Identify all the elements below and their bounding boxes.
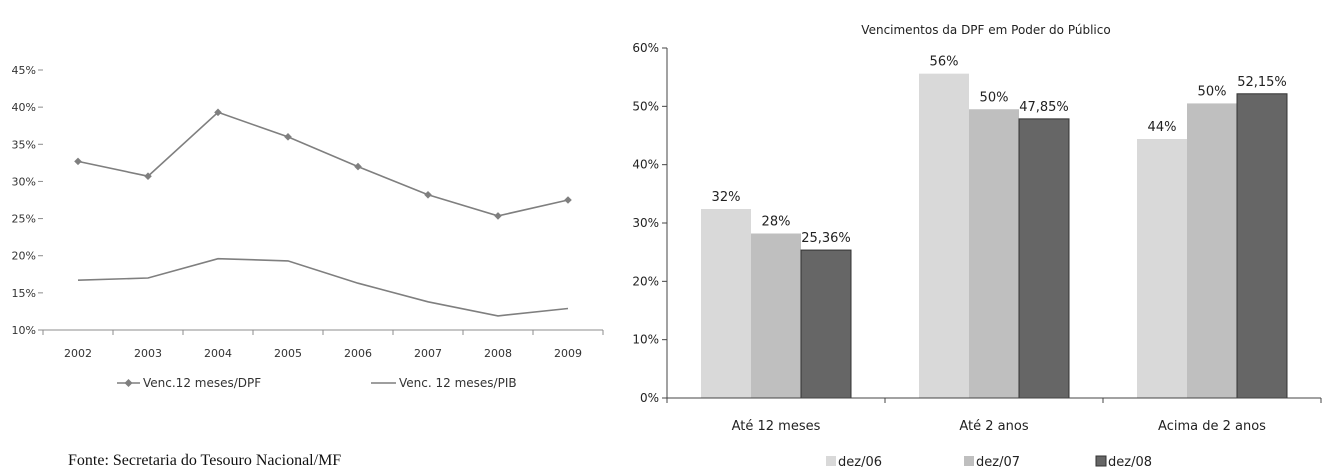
series-point-diamond bbox=[424, 191, 432, 199]
line-chart-x-axis: 2002 2003 2004 2005 2006 2007 2008 2009 bbox=[42, 330, 604, 360]
y-tick-label: 20% bbox=[12, 250, 36, 263]
bar-chart-categories: Até 12 meses Até 2 anos Acima de 2 anos bbox=[732, 419, 1267, 434]
bar-data-label: 25,36% bbox=[801, 231, 851, 246]
x-tick-label: 2008 bbox=[484, 347, 512, 360]
y-tick-label: 25% bbox=[12, 213, 36, 226]
line-chart: 10%15%20%25%30%35%40%45% 2002 2003 2004 200… bbox=[12, 64, 604, 390]
legend-label: dez/06 bbox=[838, 455, 882, 469]
bar-dez-07 bbox=[969, 109, 1019, 398]
series-line-pib bbox=[77, 257, 569, 317]
y-tick-label: 50% bbox=[632, 99, 659, 113]
legend-swatch-dez-07 bbox=[964, 456, 974, 466]
x-tick-label: 2009 bbox=[554, 347, 582, 360]
series-point-diamond bbox=[354, 162, 362, 171]
y-tick-label: 45% bbox=[12, 64, 36, 77]
x-tick-label: 2002 bbox=[64, 347, 92, 360]
bar-chart-title: Vencimentos da DPF em Poder do Público bbox=[861, 23, 1110, 37]
bar-data-label: 56% bbox=[930, 55, 959, 70]
x-category-label: Acima de 2 anos bbox=[1158, 419, 1266, 434]
series-point-diamond bbox=[494, 212, 502, 220]
x-tick-label: 2004 bbox=[204, 347, 232, 360]
series-line-dpf bbox=[77, 111, 569, 217]
x-tick-label: 2005 bbox=[274, 347, 302, 360]
x-category-label: Até 12 meses bbox=[732, 419, 821, 434]
bar-dez-08 bbox=[1236, 93, 1288, 399]
bar-data-label: 52,15% bbox=[1237, 75, 1287, 90]
bar-data-label: 50% bbox=[980, 90, 1009, 105]
bar-dez-08 bbox=[800, 249, 852, 399]
y-tick-label: 10% bbox=[632, 333, 659, 347]
y-tick-label: 15% bbox=[12, 287, 36, 300]
y-tick-label: 0% bbox=[640, 391, 659, 405]
y-tick-label: 30% bbox=[12, 175, 36, 188]
bar-chart-bars: 32% 28% 25,36% 56% 50% 47,85% 44% 50% 52,15% bbox=[701, 55, 1288, 399]
line-chart-y-axis: 10% 15% 20% 25% 30% 35% 40% 45% bbox=[12, 64, 43, 337]
source-note: Fonte: Secretaria do Tesouro Nacional/MF bbox=[68, 452, 341, 469]
legend-diamond-marker bbox=[124, 379, 133, 387]
bar-data-label: 47,85% bbox=[1019, 100, 1069, 115]
bar-chart-y-axis: 0% 10% 20% 30% 40% 50% 60% bbox=[632, 41, 667, 405]
y-tick-label: 10% bbox=[12, 324, 36, 337]
bar-dez-07 bbox=[1187, 103, 1237, 399]
y-tick-label: 40% bbox=[632, 158, 659, 172]
line-chart-legend: Venc.12 meses/DPF Venc. 12 meses/PIB bbox=[117, 376, 517, 390]
bar-data-label: 32% bbox=[712, 190, 741, 205]
bar-chart-legend: dez/06 dez/07 dez/08 bbox=[826, 455, 1152, 469]
bar-data-label: 50% bbox=[1198, 84, 1227, 99]
bar-data-label: 44% bbox=[1148, 120, 1177, 135]
legend-label-pib: Venc. 12 meses/PIB bbox=[399, 376, 517, 390]
series-point-diamond bbox=[284, 133, 292, 141]
bar-dez-06 bbox=[919, 73, 969, 399]
x-category-label: Até 2 anos bbox=[959, 419, 1028, 434]
x-tick-label: 2003 bbox=[134, 347, 162, 360]
legend-label-dpf: Venc.12 meses/DPF bbox=[143, 376, 261, 390]
bar-chart-axes bbox=[666, 48, 1322, 403]
line-chart-series bbox=[74, 108, 572, 317]
y-tick-label: 60% bbox=[632, 41, 659, 55]
bar-data-label: 28% bbox=[762, 215, 791, 230]
y-tick-label: 35% bbox=[12, 138, 36, 151]
y-tick-label: 40% bbox=[12, 101, 36, 114]
bar-dez-07 bbox=[751, 233, 801, 398]
legend-label: dez/07 bbox=[976, 455, 1020, 469]
legend-swatch-dez-08 bbox=[1095, 455, 1107, 467]
legend-label: dez/08 bbox=[1108, 455, 1152, 469]
bar-dez-06 bbox=[701, 209, 751, 398]
series-point-diamond bbox=[214, 108, 222, 117]
bar-dez-08 bbox=[1018, 118, 1070, 399]
bar-chart: Vencimentos da DPF em Poder do Público 0… bbox=[632, 23, 1322, 469]
bar-dez-06 bbox=[1137, 139, 1187, 398]
x-tick-label: 2006 bbox=[344, 347, 372, 360]
y-tick-label: 20% bbox=[632, 274, 659, 288]
y-tick-label: 30% bbox=[632, 216, 659, 230]
series-point-diamond bbox=[564, 196, 572, 204]
series-point-diamond bbox=[74, 157, 82, 166]
series-point-diamond bbox=[144, 172, 152, 181]
legend-swatch-dez-06 bbox=[826, 456, 836, 466]
x-tick-label: 2007 bbox=[414, 347, 442, 360]
